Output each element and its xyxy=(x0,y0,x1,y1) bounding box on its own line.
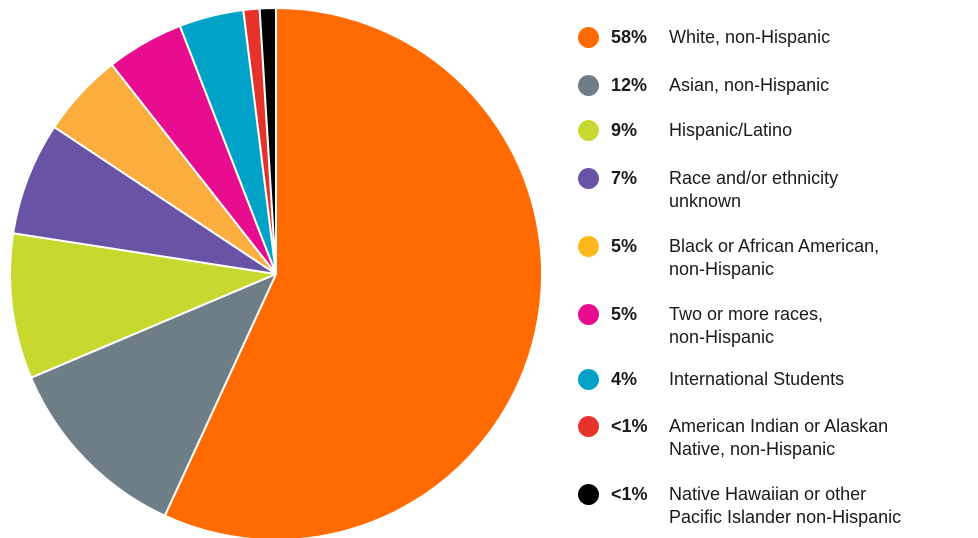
legend-percent: 58% xyxy=(611,27,648,47)
legend-label: Asian, non-Hispanic xyxy=(669,74,969,97)
legend-percent: 12% xyxy=(611,75,648,95)
pie-slice-1 xyxy=(163,7,543,538)
legend-label-line-1: White, non-Hispanic xyxy=(669,27,831,47)
legend-item: 58% White, non-Hispanic xyxy=(578,26,973,76)
legend-label-line-1: Two or more races, xyxy=(669,304,824,324)
legend-label-line-1: Hispanic/Latino xyxy=(669,120,793,140)
legend-label: Native Hawaiian or other Pacific Islander… xyxy=(669,483,969,529)
chart-legend: 58% White, non-Hispanic 12% Asian, non-Hisp… xyxy=(578,0,973,538)
legend-item: 5% Two or more races, non-Hispanic xyxy=(578,303,973,353)
legend-swatch-icon xyxy=(578,304,599,325)
pie-slice-9 xyxy=(258,6,277,275)
legend-label: Two or more races, non-Hispanic xyxy=(669,303,969,349)
legend-label: Race and/or ethnicity unknown xyxy=(669,167,969,213)
legend-label-line-1: International Students xyxy=(669,369,845,389)
legend-item: <1% Native Hawaiian or other Pacific Islan… xyxy=(578,483,973,533)
legend-item: 12% Asian, non-Hispanic xyxy=(578,74,973,124)
legend-label: American Indian or Alaskan Native, non-Hi… xyxy=(669,415,969,461)
legend-label-line-1: American Indian or Alaskan xyxy=(669,416,889,436)
legend-percent: 7% xyxy=(611,168,638,188)
legend-label-line-1: Black or African American, xyxy=(669,236,880,256)
legend-percent: 9% xyxy=(611,120,638,140)
legend-label-line-1: Asian, non-Hispanic xyxy=(669,75,830,95)
legend-swatch-icon xyxy=(578,369,599,390)
legend-swatch-icon xyxy=(578,75,599,96)
legend-item: 4% International Students xyxy=(578,368,973,418)
legend-percent: <1% xyxy=(611,416,648,436)
legend-percent: 5% xyxy=(611,236,638,256)
legend-item: <1% American Indian or Alaskan Native, non… xyxy=(578,415,973,465)
legend-label-line-2: non-Hispanic xyxy=(669,327,775,347)
legend-label: Black or African American, non-Hispanic xyxy=(669,235,969,281)
pie-slice-4 xyxy=(12,126,277,275)
pie-slice-3 xyxy=(9,232,277,379)
legend-label-line-1: Race and/or ethnicity xyxy=(669,168,839,188)
legend-swatch-icon xyxy=(578,236,599,257)
legend-label-line-1: Native Hawaiian or other xyxy=(669,484,867,504)
legend-swatch-icon xyxy=(578,120,599,141)
legend-percent: 5% xyxy=(611,304,638,324)
legend-percent: 4% xyxy=(611,369,638,389)
legend-label: White, non-Hispanic xyxy=(669,26,969,49)
legend-swatch-icon xyxy=(578,168,599,189)
legend-swatch-icon xyxy=(578,27,599,48)
legend-percent: <1% xyxy=(611,484,648,504)
legend-label: International Students xyxy=(669,368,969,391)
legend-swatch-icon xyxy=(578,416,599,437)
pie-slice-2 xyxy=(30,273,277,517)
legend-label-line-2: Native, non-Hispanic xyxy=(669,439,836,459)
legend-label-line-2: Pacific Islander non-Hispanic xyxy=(669,507,902,527)
legend-label-line-2: non-Hispanic xyxy=(669,259,775,279)
pie-chart xyxy=(9,6,543,538)
legend-label-line-2: unknown xyxy=(669,191,742,211)
legend-label: Hispanic/Latino xyxy=(669,119,969,142)
legend-swatch-icon xyxy=(578,484,599,505)
legend-item: 7% Race and/or ethnicity unknown xyxy=(578,167,973,217)
legend-item: 9% Hispanic/Latino xyxy=(578,119,973,169)
legend-item: 5% Black or African American, non-Hispanic xyxy=(578,235,973,285)
